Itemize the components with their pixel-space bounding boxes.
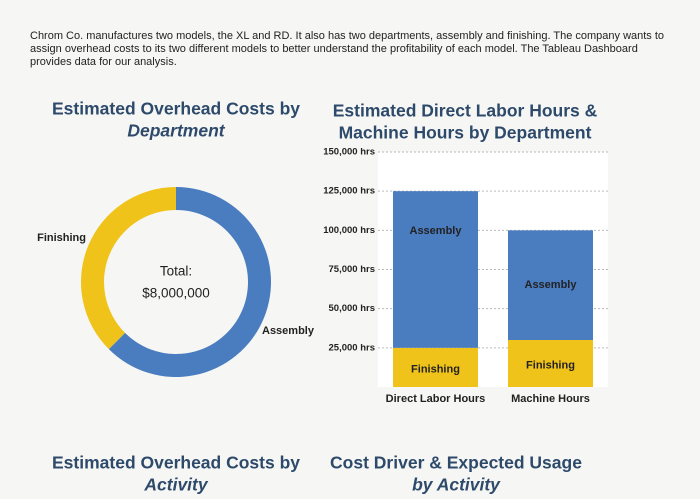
segment-label: Assembly [410, 225, 463, 237]
y-tick-label: 100,000 hrs [323, 225, 375, 236]
y-tick-label: 150,000 hrs [323, 147, 375, 158]
chart-title: Estimated Overhead Costs by [52, 99, 300, 119]
bar-segment [393, 347, 478, 387]
bar-segment [508, 340, 593, 387]
chart-title: Activity [143, 475, 208, 495]
chart-title: Estimated Overhead Costs by [52, 453, 300, 473]
x-tick-label: Machine Hours [511, 393, 590, 405]
donut-slice [108, 187, 271, 377]
y-tick-label: 125,000 hrs [323, 186, 375, 197]
chart-title: Machine Hours by Department [339, 123, 592, 143]
y-tick-label: 25,000 hrs [329, 342, 375, 353]
slice-label: Finishing [37, 232, 86, 244]
bar-segment [393, 191, 478, 348]
segment-label: Finishing [526, 359, 575, 371]
chart-title: Department [127, 121, 225, 141]
chart-title: Cost Driver & Expected Usage [330, 453, 582, 473]
y-tick-label: 75,000 hrs [329, 264, 375, 275]
segment-label: Assembly [525, 279, 578, 291]
segment-label: Finishing [411, 363, 460, 375]
center-label: Total: [160, 264, 192, 279]
y-tick-label: 50,000 hrs [329, 303, 375, 314]
center-label: $8,000,000 [142, 286, 210, 301]
x-tick-label: Direct Labor Hours [386, 393, 486, 405]
intro-text: Chrom Co. manufactures two models, the X… [30, 30, 665, 68]
bar-segment [508, 230, 593, 340]
slice-label: Assembly [262, 325, 315, 337]
donut-slice [81, 187, 176, 350]
chart-title: Estimated Direct Labor Hours & [333, 101, 598, 121]
chart-title: by Activity [412, 475, 501, 495]
